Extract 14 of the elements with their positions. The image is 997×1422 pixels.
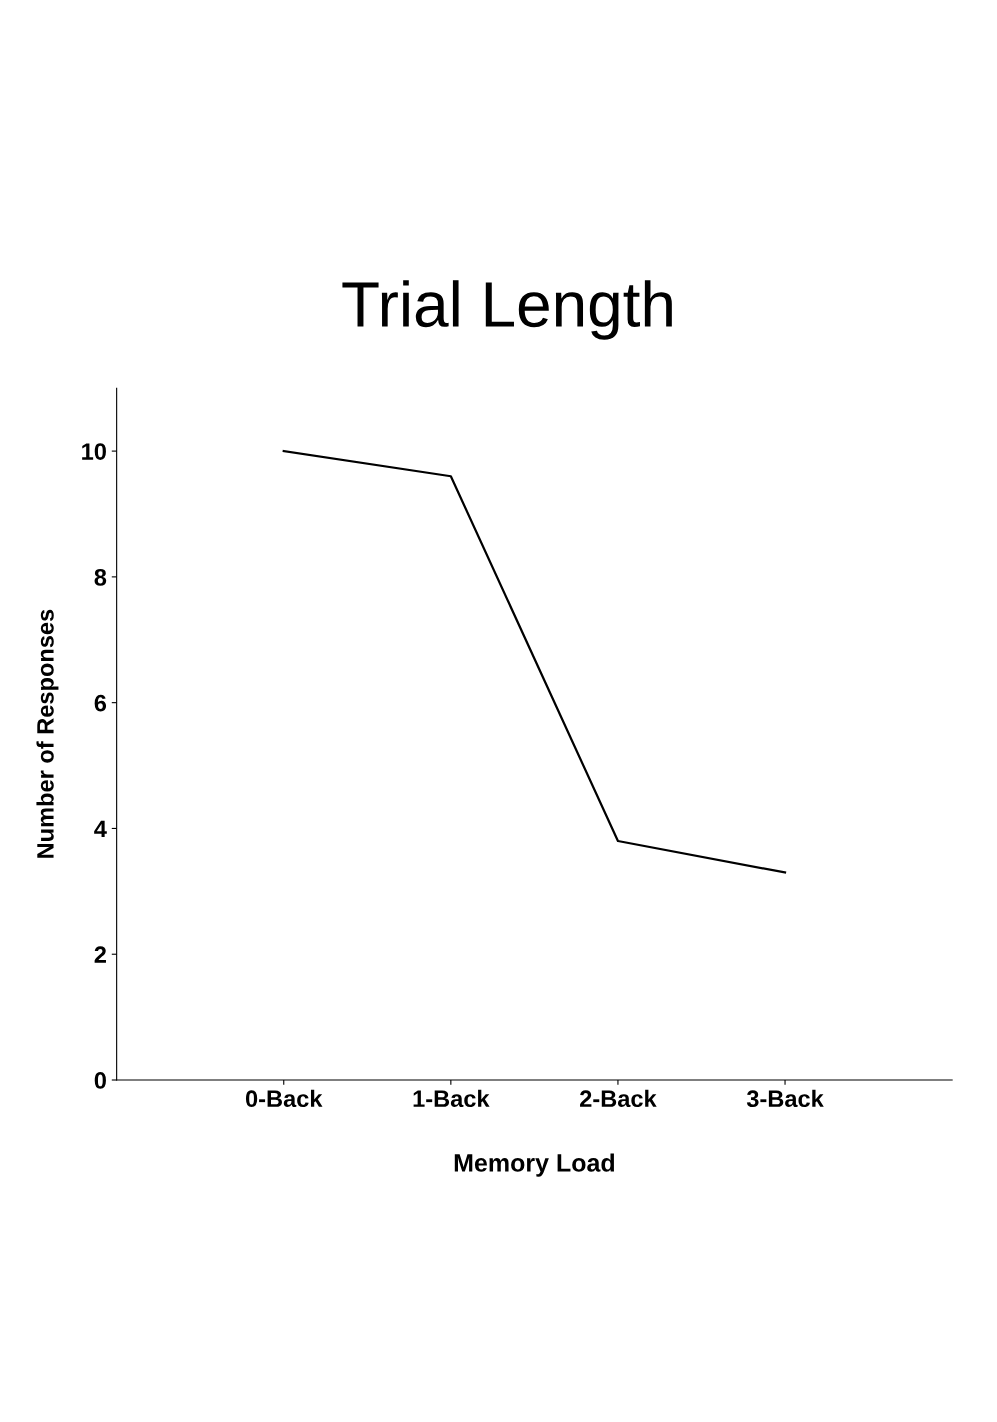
y-tick-label: 0 [94,1072,106,1089]
y-tick-label: 4 [94,820,107,837]
y-tick-label: 10 [82,443,106,460]
x-axis-title: Memory Load [454,1153,615,1177]
line-series [282,449,787,874]
y-axis-title: Number of Responses [36,609,59,858]
chart-title: Trial Length [342,280,672,340]
y-tick-label: 6 [94,694,107,712]
y-tick-label: 2 [94,946,106,963]
x-tick-label: 3-Back [746,1089,824,1108]
x-tick-label: 2-Back [580,1089,657,1108]
y-tick-label: 8 [94,568,107,586]
x-tick-label: 1-Back [413,1089,490,1108]
x-tick-label: 0-Back [245,1089,323,1108]
